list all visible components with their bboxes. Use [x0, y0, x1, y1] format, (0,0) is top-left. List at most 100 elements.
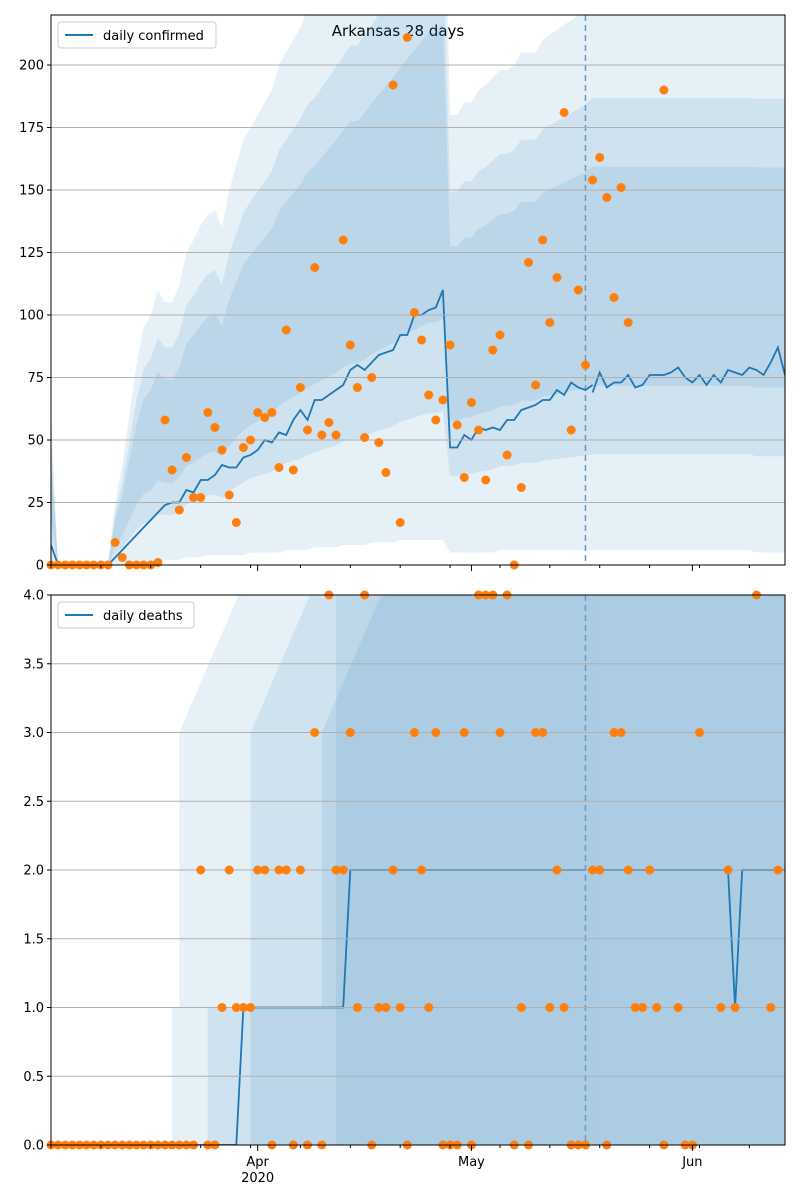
- observed-point: [388, 80, 398, 90]
- legend: daily deaths: [57, 601, 195, 629]
- observed-point: [274, 865, 284, 875]
- plot-area: [51, 15, 785, 565]
- observed-point: [766, 1003, 776, 1012]
- observed-point: [189, 493, 198, 502]
- observed-point: [238, 443, 248, 452]
- observed-point: [224, 490, 234, 500]
- observed-point: [381, 468, 391, 477]
- observed-point: [303, 425, 312, 435]
- observed-point: [545, 1003, 555, 1012]
- observed-point: [459, 473, 469, 482]
- plot-area: [51, 595, 785, 1145]
- observed-point: [360, 433, 370, 442]
- y-tick-label: 150: [19, 184, 44, 199]
- observed-point: [174, 505, 184, 515]
- uncertainty-band: [599, 595, 785, 1145]
- chart-title: Arkansas 28 days: [332, 22, 465, 40]
- observed-point: [281, 865, 291, 875]
- uncertainty-band: [51, 15, 785, 565]
- observed-point: [645, 865, 655, 875]
- y-tick-label: 125: [19, 246, 44, 261]
- observed-point: [238, 1003, 248, 1012]
- observed-point: [367, 373, 377, 382]
- observed-point: [630, 1003, 640, 1012]
- observed-point: [445, 340, 455, 350]
- panel-confirmed: 0 25 50 75 100 125 150 175 200 daily confirmed: [19, 14, 786, 574]
- uncertainty-band: [336, 595, 600, 1145]
- observed-point: [531, 380, 541, 390]
- observed-point: [595, 153, 605, 162]
- x-tick-label: Apr: [246, 1155, 269, 1170]
- observed-point: [730, 1003, 740, 1012]
- observed-point: [288, 465, 298, 475]
- uncertainty-band: [51, 15, 785, 565]
- observed-point: [417, 865, 427, 875]
- observed-point: [224, 865, 234, 875]
- observed-point: [459, 728, 469, 737]
- observed-point: [345, 728, 355, 737]
- observed-point: [409, 308, 419, 317]
- observed-point: [431, 415, 441, 425]
- observed-point: [374, 1003, 384, 1012]
- observed-point: [246, 1003, 255, 1012]
- observed-point: [602, 193, 612, 202]
- observed-point: [153, 558, 163, 567]
- series-line-0: [51, 289, 594, 565]
- observed-point: [538, 728, 548, 737]
- plot-frame: [50, 14, 786, 566]
- observed-point: [110, 538, 120, 547]
- observed-point: [409, 728, 419, 737]
- x-tick-label: May: [458, 1155, 485, 1170]
- observed-point: [773, 865, 783, 875]
- observed-point: [374, 438, 384, 447]
- y-tick-label: 25: [27, 496, 44, 511]
- observed-point: [281, 325, 291, 335]
- legend-box: [57, 601, 195, 629]
- y-tick-label: 200: [19, 59, 44, 74]
- observed-point: [217, 445, 227, 455]
- legend-box: [57, 21, 217, 49]
- legend: daily confirmed: [57, 21, 217, 49]
- observed-point: [160, 415, 170, 425]
- y-tick-label: 3.0: [23, 726, 44, 741]
- observed-point: [352, 383, 362, 392]
- observed-point: [545, 318, 555, 327]
- observed-point: [466, 398, 476, 407]
- observed-point: [673, 1003, 683, 1012]
- y-tick-label: 1.5: [23, 932, 44, 947]
- observed-point: [317, 430, 327, 440]
- legend-label: daily deaths: [103, 609, 183, 624]
- observed-point: [196, 865, 206, 875]
- observed-point: [716, 1003, 726, 1012]
- observed-point: [609, 728, 619, 737]
- legend-label: daily confirmed: [103, 29, 204, 44]
- observed-point: [352, 1003, 362, 1012]
- observed-point: [573, 285, 583, 295]
- observed-point: [402, 33, 412, 42]
- observed-point: [438, 395, 448, 405]
- observed-point: [381, 1003, 391, 1012]
- observed-point: [231, 1003, 241, 1012]
- observed-point: [566, 425, 576, 435]
- observed-point: [217, 1003, 227, 1012]
- y-tick-label: 1.0: [23, 1001, 44, 1016]
- observed-point: [324, 418, 334, 427]
- observed-point: [231, 518, 241, 527]
- observed-point: [452, 420, 462, 430]
- observed-point: [616, 728, 626, 737]
- observed-point: [203, 408, 213, 417]
- observed-point: [338, 235, 348, 245]
- observed-point: [181, 453, 191, 462]
- observed-point: [524, 258, 533, 267]
- y-tick-label: 0.0: [23, 1139, 44, 1154]
- observed-point: [260, 865, 270, 875]
- observed-point: [253, 408, 263, 417]
- observed-point: [345, 340, 355, 350]
- observed-point: [588, 865, 598, 875]
- observed-point: [531, 728, 541, 737]
- observed-point: [595, 865, 605, 875]
- observed-point: [616, 183, 626, 192]
- observed-point: [695, 728, 704, 737]
- y-tick-label: 50: [27, 434, 44, 449]
